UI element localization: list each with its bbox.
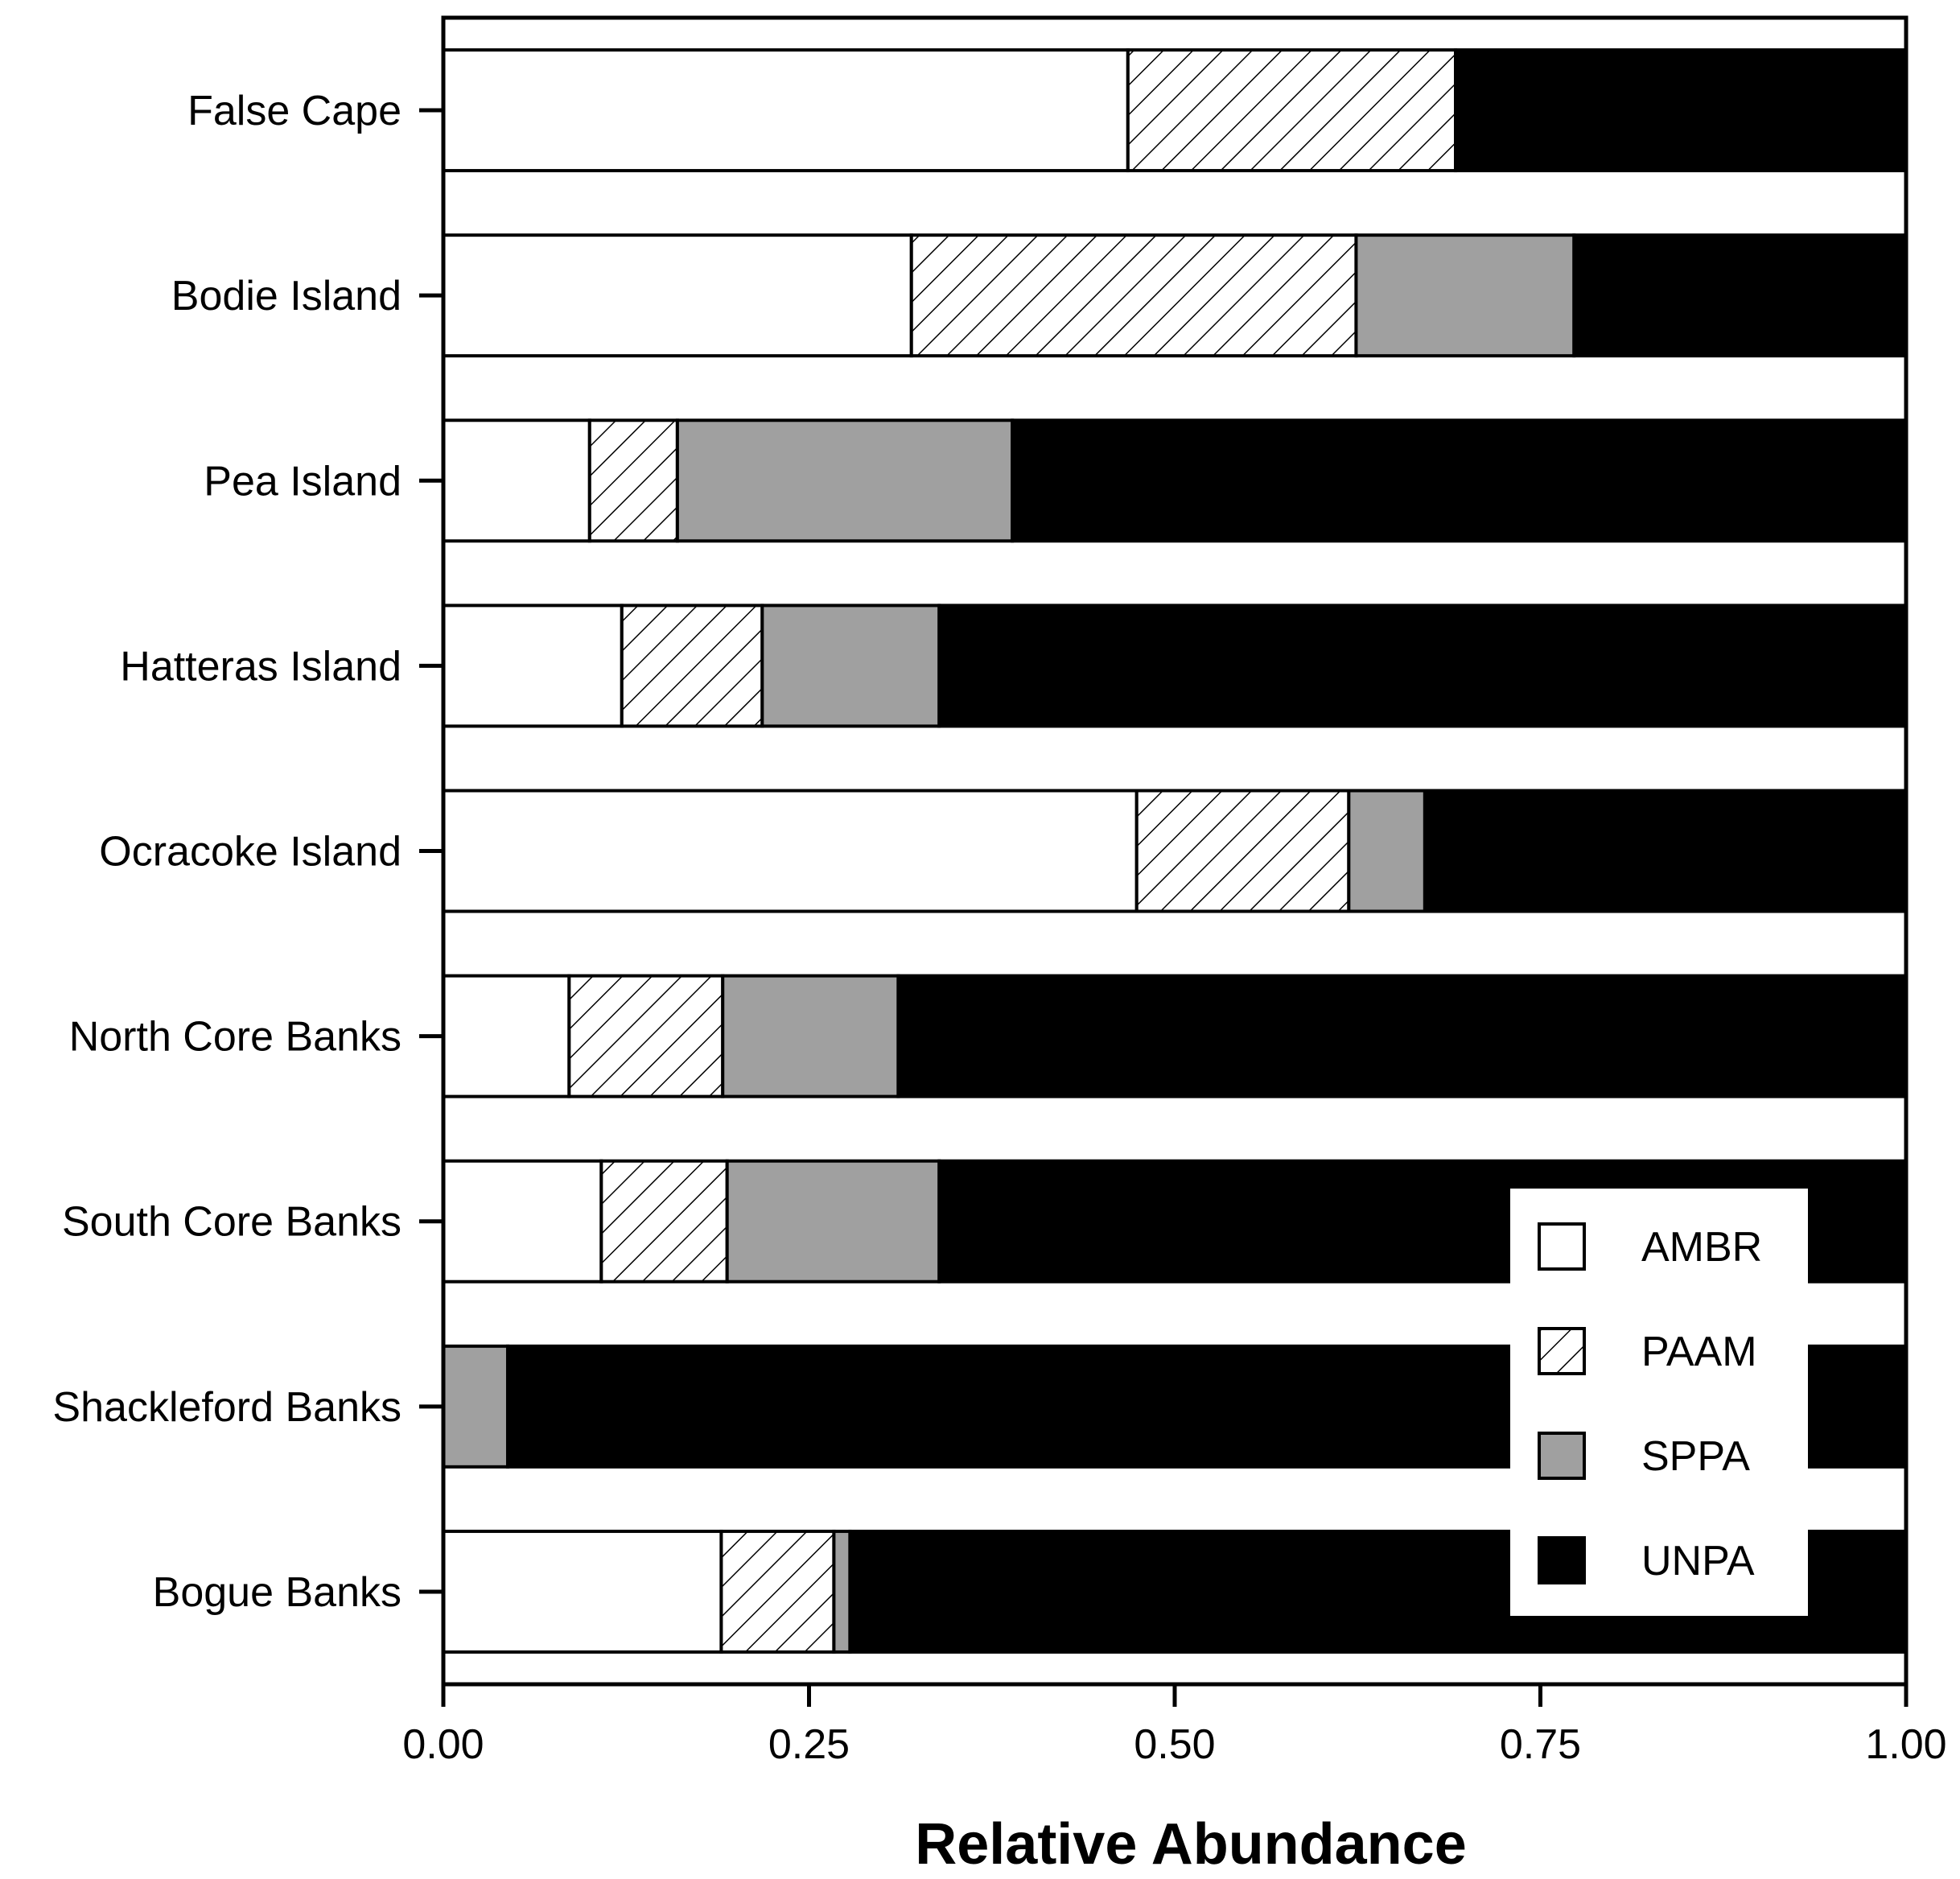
- bar-bogue-banks-sppa: [832, 1529, 852, 1654]
- legend-swatch-paam: [1538, 1327, 1586, 1375]
- bar-bodie-island-ambr: [442, 233, 913, 358]
- y-tick-label: Shackleford Banks: [52, 1384, 401, 1431]
- legend-label-unpa: UNPA: [1641, 1538, 1755, 1584]
- bar-ocracoke-island-ambr: [442, 789, 1139, 913]
- bar-pea-island-ambr: [442, 418, 591, 543]
- legend-label-sppa: SPPA: [1641, 1433, 1750, 1480]
- bar-pea-island-sppa: [675, 418, 1015, 543]
- x-axis: 0.00 0.25 0.50 0.75 1.00: [402, 1684, 1947, 1768]
- bar-shackleford-banks-sppa: [442, 1344, 509, 1469]
- x-tick-label: 0.00: [402, 1721, 484, 1768]
- bar-north-core-banks-ambr: [442, 974, 571, 1098]
- bar-pea-island-unpa: [1011, 418, 1908, 543]
- x-tick-label: 0.75: [1500, 1721, 1581, 1768]
- bar-false-cape-unpa: [1454, 48, 1908, 173]
- bar-ocracoke-island-paam: [1134, 789, 1351, 913]
- legend-swatch-sppa: [1538, 1432, 1586, 1480]
- bar-north-core-banks-paam: [567, 974, 725, 1098]
- bar-north-core-banks-sppa: [721, 974, 900, 1098]
- x-tick-label: 0.25: [768, 1721, 850, 1768]
- legend: AMBR PAAM SPPA UNPA: [1510, 1189, 1808, 1616]
- bar-hatteras-island-unpa: [937, 604, 1908, 728]
- x-tick-label: 1.00: [1865, 1721, 1946, 1768]
- y-tick-label: Pea Island: [204, 458, 401, 505]
- bar-north-core-banks-unpa: [896, 974, 1908, 1098]
- y-tick-label: North Core Banks: [69, 1014, 401, 1061]
- y-tick-label: South Core Banks: [62, 1199, 401, 1246]
- y-tick-label: Bodie Island: [171, 273, 401, 319]
- bar-false-cape-ambr: [442, 48, 1130, 173]
- y-tick-label: Hatteras Island: [120, 643, 401, 690]
- bar-bodie-island-sppa: [1354, 233, 1576, 358]
- bar-hatteras-island-paam: [620, 604, 764, 728]
- legend-label-ambr: AMBR: [1641, 1224, 1762, 1271]
- y-tick-label: Bogue Banks: [153, 1569, 401, 1616]
- bar-south-core-banks-paam: [599, 1159, 729, 1284]
- bar-south-core-banks-sppa: [725, 1159, 941, 1284]
- bar-bodie-island-paam: [909, 233, 1358, 358]
- legend-swatch-unpa: [1538, 1536, 1586, 1584]
- bar-south-core-banks-ambr: [442, 1159, 603, 1284]
- y-tick-label: False Cape: [187, 88, 401, 134]
- bar-false-cape-paam: [1126, 48, 1458, 173]
- bar-ocracoke-island-sppa: [1347, 789, 1427, 913]
- y-tick-label: Ocracoke Island: [99, 829, 401, 876]
- x-axis-title: Relative Abundance: [915, 1812, 1467, 1877]
- y-axis: False Cape Bodie Island Pea Island Hatteras…: [52, 88, 443, 1616]
- legend-label-paam: PAAM: [1641, 1329, 1757, 1375]
- bars-group: [442, 48, 1909, 1654]
- bar-ocracoke-island-unpa: [1423, 789, 1909, 913]
- bar-bogue-banks-paam: [719, 1529, 836, 1654]
- bar-hatteras-island-sppa: [760, 604, 941, 728]
- bar-pea-island-paam: [587, 418, 679, 543]
- legend-swatch-ambr: [1538, 1222, 1586, 1271]
- bar-bodie-island-unpa: [1572, 233, 1908, 358]
- bar-bogue-banks-ambr: [442, 1529, 723, 1654]
- bar-hatteras-island-ambr: [442, 604, 624, 728]
- x-tick-label: 0.50: [1134, 1721, 1215, 1768]
